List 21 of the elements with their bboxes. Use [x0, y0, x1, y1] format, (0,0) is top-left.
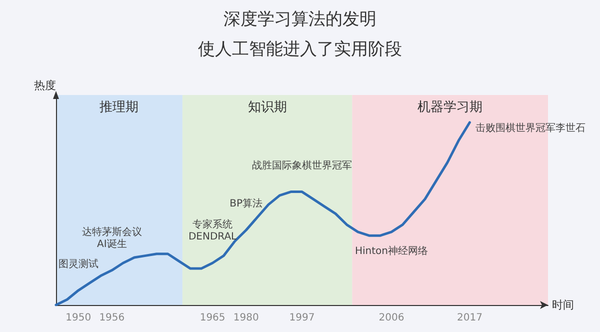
annotation: 击败围棋世界冠军李世石 — [476, 122, 586, 134]
x-tick-label: 1956 — [99, 312, 125, 324]
annotation: 达特茅斯会议 AI诞生 — [82, 226, 142, 250]
x-tick-label: 1997 — [289, 312, 315, 324]
text: 推理期 — [100, 100, 139, 115]
text: 知识期 — [248, 100, 287, 115]
annotation: 专家系统 DENDRAL — [188, 218, 238, 242]
x-axis-title: 时间 — [552, 298, 574, 312]
x-tick-label: 1980 — [233, 312, 259, 324]
annotation: BP算法 — [230, 198, 263, 210]
chart-title: 深度学习算法的发明 — [224, 10, 376, 30]
chart-subtitle: 使人工智能进入了实用阶段 — [198, 40, 402, 60]
x-tick-label: 2006 — [378, 312, 404, 324]
annotation: Hinton神经网络 — [354, 245, 428, 258]
y-axis-title: 热度 — [34, 79, 56, 92]
text: 机器学习期 — [418, 100, 483, 115]
x-tick-label: 1950 — [66, 312, 92, 324]
x-tick-label: 1965 — [200, 312, 226, 324]
annotation: 图灵测试 — [58, 258, 98, 270]
annotation: 战胜国际象棋世界冠军 — [252, 159, 352, 172]
x-tick-label: 2017 — [457, 312, 482, 324]
